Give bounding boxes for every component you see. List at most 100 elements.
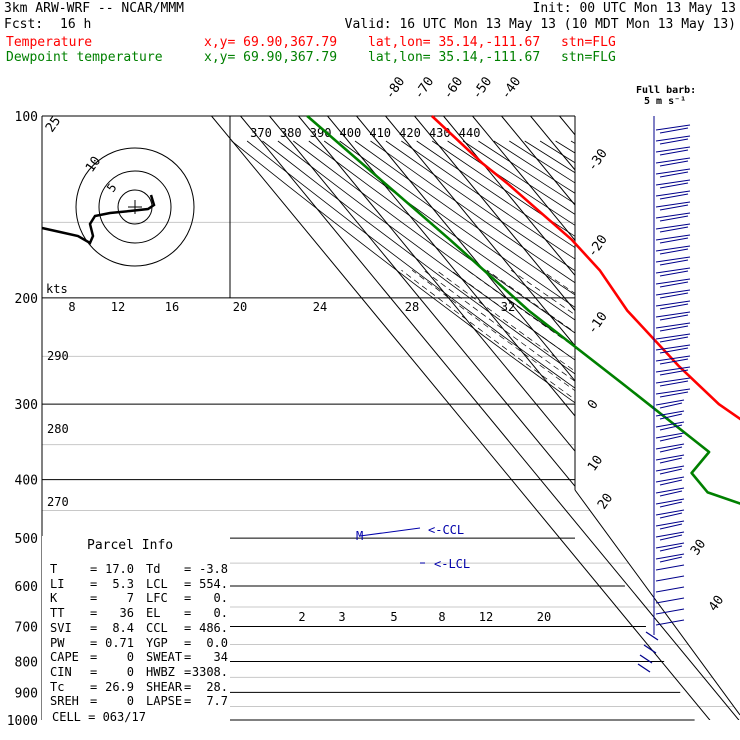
mixing-ratio-label: 2 bbox=[298, 610, 305, 624]
parcel-value: 486. bbox=[199, 620, 228, 635]
wind-barb-flag bbox=[659, 204, 689, 211]
dry-adiabat bbox=[231, 140, 740, 720]
parcel-equals: = bbox=[90, 591, 98, 606]
parcel-equals: = bbox=[184, 635, 192, 650]
temperature-latlon: lat,lon= 35.14,-111.67 bbox=[368, 35, 541, 50]
temperature-xy: x,y= 69.90,367.79 bbox=[204, 35, 338, 50]
wind-barb bbox=[655, 256, 691, 263]
parcel-cell: CELL = 063/17 bbox=[52, 710, 146, 724]
parcel-equals: = bbox=[90, 635, 98, 650]
wind-barb-flag bbox=[659, 314, 689, 321]
forecast-value: 16 h bbox=[60, 17, 92, 32]
wind-barb-flag bbox=[659, 435, 683, 442]
parcel-equals: = bbox=[184, 562, 192, 576]
barb-key-units: 5 m s⁻¹ bbox=[644, 96, 686, 107]
wind-barb-flag bbox=[659, 226, 689, 233]
isotherm bbox=[646, 116, 740, 720]
parcel-value: 0. bbox=[213, 591, 228, 606]
wind-barb-flag bbox=[659, 182, 689, 189]
annotation-label: <-CCL bbox=[428, 523, 464, 537]
isotherm-label: 0 bbox=[585, 397, 602, 412]
wind-barb-flag bbox=[659, 501, 683, 508]
wind-barb-flag bbox=[659, 281, 689, 288]
upper-row-label: 8 bbox=[68, 300, 75, 314]
dry-adiabat bbox=[478, 140, 740, 720]
dewpoint-xy: x,y= 69.90,367.79 bbox=[204, 50, 338, 65]
wind-barb bbox=[655, 410, 685, 417]
parcel-label: CAPE bbox=[50, 650, 79, 665]
isotherm-label: 40 bbox=[706, 593, 727, 614]
pressure-tick-label: 800 bbox=[15, 655, 38, 670]
pressure-tick-label: 400 bbox=[15, 474, 38, 489]
parcel-value: 36 bbox=[119, 606, 134, 621]
hodograph-ring-large bbox=[75, 147, 195, 267]
parcel-label: YGP bbox=[146, 635, 168, 650]
pressure-tick-label: 900 bbox=[15, 686, 38, 701]
sounding-layer bbox=[306, 115, 740, 505]
hodograph-ring-label: 5 bbox=[104, 181, 120, 195]
wind-barb-flag bbox=[659, 160, 689, 167]
isotherm-label: -40 bbox=[498, 74, 524, 102]
wind-barb-flag bbox=[659, 215, 689, 222]
isotherm bbox=[443, 116, 740, 720]
parcel-label: SHEAR bbox=[146, 679, 183, 694]
wind-barb-flag bbox=[659, 127, 689, 134]
isotherm-label: 30 bbox=[688, 537, 709, 558]
upper-row-label: 16 bbox=[165, 300, 179, 314]
wind-barb-flag bbox=[659, 138, 689, 145]
wind-barb-flag bbox=[659, 424, 683, 431]
wind-barb bbox=[655, 157, 691, 164]
dry-adiabat bbox=[462, 140, 740, 720]
wind-barb-flag bbox=[659, 402, 683, 409]
isotherm bbox=[617, 116, 740, 720]
dewpoint-latlon: lat,lon= 35.14,-111.67 bbox=[368, 50, 541, 65]
parcel-info-box: Parcel Info T 17.0 Td -3.8 = = LI 5.3 LCL 554. = = K… bbox=[42, 536, 230, 729]
wind-barb bbox=[655, 124, 691, 131]
wind-barb-flag bbox=[659, 248, 689, 255]
parcel-equals: = bbox=[184, 576, 192, 591]
parcel-equals: = bbox=[90, 694, 98, 709]
parcel-label: LI bbox=[50, 576, 65, 591]
parcel-label: LFC bbox=[146, 591, 168, 606]
dry-adiabat bbox=[509, 140, 740, 720]
parcel-equals: = bbox=[90, 650, 98, 665]
parcel-label: TT bbox=[50, 606, 65, 621]
wind-barb-flag bbox=[659, 325, 689, 332]
wind-barb bbox=[655, 509, 685, 516]
parcel-label: PW bbox=[50, 635, 65, 650]
isotherm bbox=[733, 116, 740, 720]
parcel-equals: = bbox=[90, 576, 98, 591]
isotherm bbox=[559, 116, 740, 720]
mixing-ratio-label: 8 bbox=[438, 610, 445, 624]
wind-barbs bbox=[637, 116, 691, 673]
parcel-equals: = bbox=[90, 606, 98, 621]
wind-barb bbox=[655, 421, 685, 428]
moist-adiabat bbox=[411, 269, 740, 720]
theta-e-label: 290 bbox=[47, 349, 69, 363]
wind-barb bbox=[655, 212, 691, 219]
wind-barb bbox=[655, 619, 685, 626]
wind-barb bbox=[655, 377, 691, 384]
wind-barb bbox=[655, 542, 685, 549]
mixing-ratio-label: 3 bbox=[338, 610, 345, 624]
isotherm bbox=[327, 116, 740, 720]
wind-barb-flag bbox=[659, 413, 683, 420]
parcel-equals: = bbox=[184, 591, 192, 606]
isotherm bbox=[472, 116, 740, 720]
wind-barb bbox=[655, 179, 691, 186]
init-time: Init: 00 UTC Mon 13 May 13 bbox=[532, 1, 737, 16]
wind-barb-flag bbox=[659, 292, 689, 299]
moist-adiabat bbox=[436, 269, 740, 720]
hodograph-ring-label: 25 bbox=[43, 114, 64, 135]
theta-label: 420 bbox=[399, 126, 421, 140]
wind-barb bbox=[655, 168, 691, 175]
wind-barb bbox=[655, 311, 691, 318]
wind-barb bbox=[655, 520, 685, 527]
parcel-value: 554. bbox=[199, 576, 228, 591]
wind-barb-flag bbox=[659, 303, 689, 310]
wind-barb bbox=[655, 223, 691, 230]
theta-e-label: 270 bbox=[47, 495, 69, 509]
parcel-value: 0. bbox=[213, 606, 228, 621]
wind-barb bbox=[655, 597, 685, 604]
wind-barb-flag bbox=[659, 237, 689, 244]
